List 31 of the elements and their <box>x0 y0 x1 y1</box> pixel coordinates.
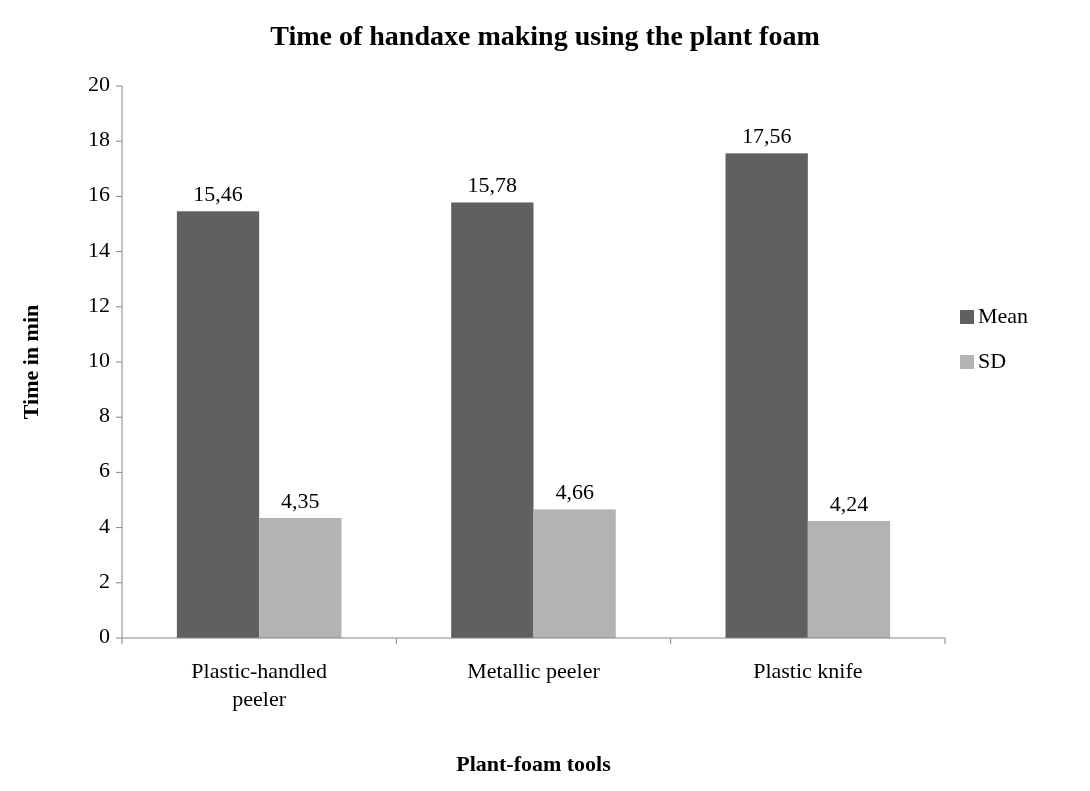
y-tick-label: 12 <box>88 291 110 317</box>
bar <box>807 520 891 638</box>
bar <box>259 517 342 638</box>
data-label: 17,56 <box>741 123 792 149</box>
data-label: 15,78 <box>467 172 518 198</box>
legend-label: Mean <box>978 303 1029 329</box>
x-tick-label: Plastic knife <box>753 658 863 683</box>
y-tick-label: 2 <box>99 567 110 593</box>
y-tick-label: 4 <box>99 512 110 538</box>
data-label: 15,46 <box>193 181 243 207</box>
chart-title: Time of handaxe making using the plant foam <box>270 20 820 51</box>
data-label: 4,24 <box>829 490 869 516</box>
y-tick-label: 18 <box>88 126 110 152</box>
y-axis-title: Time in min <box>18 304 43 420</box>
bar <box>725 153 808 638</box>
x-axis-title: Plant-foam tools <box>456 751 612 776</box>
data-label: 4,66 <box>555 479 594 505</box>
x-tick-label: Plastic-handled peeler <box>191 658 327 711</box>
y-tick-label: 14 <box>88 236 110 262</box>
data-label: 4,35 <box>281 487 320 513</box>
bar <box>451 202 534 638</box>
y-tick-label: 8 <box>99 402 110 428</box>
bar <box>533 509 616 638</box>
legend-label: SD <box>978 348 1007 374</box>
y-tick-label: 16 <box>88 181 110 207</box>
y-tick-label: 0 <box>99 623 110 649</box>
y-tick-label: 10 <box>88 347 110 373</box>
y-tick-label: 6 <box>99 457 110 483</box>
x-tick-label: Metallic peeler <box>467 658 601 683</box>
bar <box>176 211 260 638</box>
y-tick-label: 20 <box>88 71 110 97</box>
